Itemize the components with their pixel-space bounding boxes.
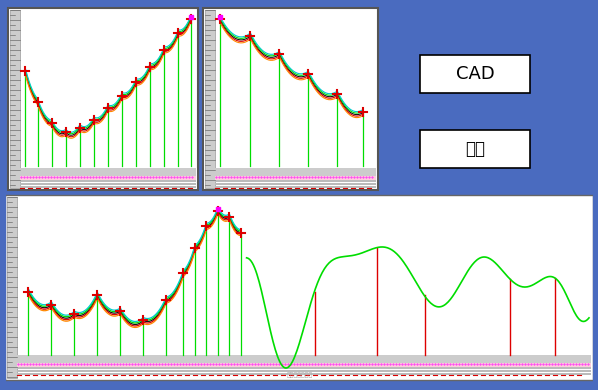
Bar (215, 183, 376, 185)
Bar (20, 168, 196, 176)
Bar (20, 180, 196, 182)
Bar (215, 186, 376, 188)
Bar (205, 10, 215, 188)
Bar (420, 130, 530, 168)
Bar (20, 183, 196, 185)
Bar (8, 8, 198, 190)
Text: 配网: 配网 (465, 140, 485, 158)
Bar (17, 355, 591, 363)
Bar (7, 197, 17, 378)
Bar (10, 10, 20, 188)
Bar (17, 370, 591, 372)
Bar (215, 176, 376, 180)
Bar (17, 363, 591, 367)
Bar (215, 168, 376, 176)
Bar (20, 186, 196, 188)
Bar (5, 195, 593, 380)
Bar (203, 8, 378, 190)
Bar (8, 8, 198, 190)
Text: 人视网平台提供: 人视网平台提供 (287, 372, 313, 378)
Bar (5, 195, 593, 380)
Bar (203, 8, 378, 190)
Bar (20, 176, 196, 180)
Bar (17, 367, 591, 369)
Text: CAD: CAD (456, 65, 495, 83)
Bar (17, 373, 591, 375)
Bar (215, 180, 376, 182)
Bar (420, 55, 530, 93)
